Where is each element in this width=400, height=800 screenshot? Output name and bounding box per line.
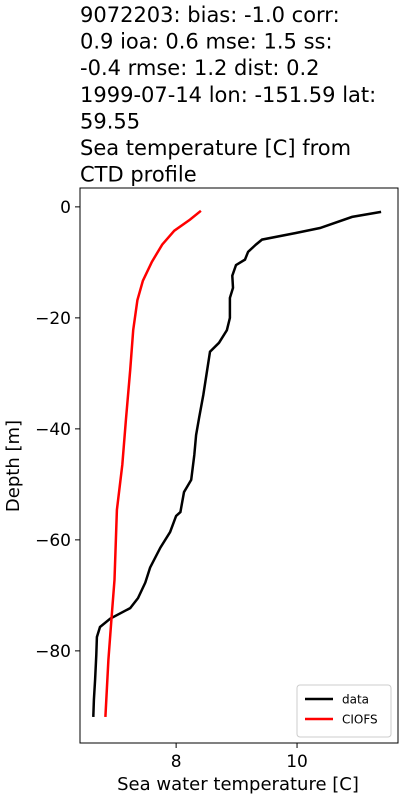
chart-title: -0.4 rmse: 1.2 dist: 0.2	[80, 56, 320, 80]
chart-title: CTD profile	[80, 163, 197, 187]
chart-title: 9072203: bias: -1.0 corr:	[80, 3, 340, 27]
x-axis-label: Sea water temperature [C]	[117, 774, 359, 795]
chart-title: 0.9 ioa: 0.6 mse: 1.5 ss:	[80, 30, 333, 54]
plot-frame	[79, 187, 399, 744]
data-line	[104, 209, 202, 717]
legend-label: data	[342, 693, 369, 707]
x-tick-label: 10	[286, 752, 308, 772]
data-line	[92, 210, 382, 717]
legend-label: CIOFS	[342, 713, 378, 727]
y-tick-label: 0	[60, 198, 71, 218]
chart-title: 59.55	[80, 109, 140, 133]
y-tick-label: −20	[35, 309, 71, 329]
y-axis-label: Depth [m]	[3, 420, 24, 512]
y-tick-label: −40	[35, 420, 71, 440]
chart-title: Sea temperature [C] from	[80, 136, 351, 160]
x-tick-label: 8	[171, 752, 182, 772]
y-tick-label: −60	[35, 531, 71, 551]
y-tick-label: −80	[35, 642, 71, 662]
chart-title: 1999-07-14 lon: -151.59 lat:	[80, 83, 376, 107]
